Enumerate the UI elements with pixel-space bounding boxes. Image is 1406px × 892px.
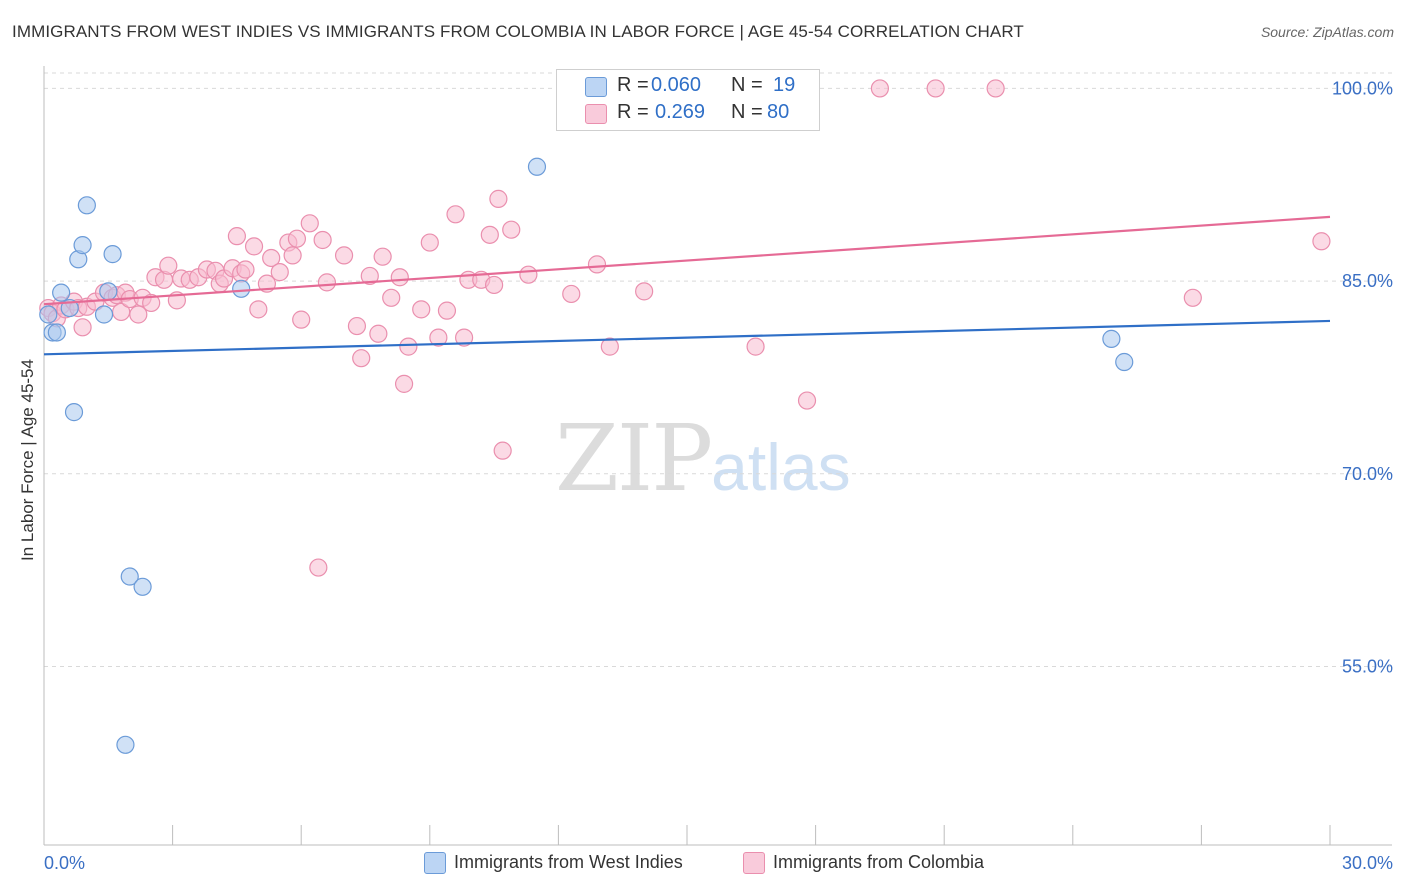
- point-west-indies: [73, 236, 92, 255]
- legend-r-value-colombia: 0.269: [655, 101, 706, 123]
- x-tick-label-min: 0.0%: [44, 853, 85, 873]
- point-west-indies: [103, 245, 122, 264]
- point-colombia: [352, 349, 371, 368]
- point-west-indies: [1115, 352, 1134, 372]
- y-tick-label: 100.0%: [1332, 78, 1393, 98]
- legend-r-value-west-indies: 0.060: [651, 74, 702, 96]
- trend-line-colombia: [43, 215, 1331, 306]
- y-tick-label: 85.0%: [1342, 271, 1393, 291]
- point-colombia: [369, 324, 388, 343]
- point-west-indies: [64, 403, 84, 422]
- point-colombia: [73, 318, 92, 337]
- point-colombia: [394, 374, 414, 393]
- point-colombia: [249, 300, 268, 319]
- bottom-legend-colombia: Immigrants from Colombia: [743, 852, 985, 875]
- x-tick-label-max: 30.0%: [1342, 853, 1393, 873]
- point-colombia: [292, 310, 311, 329]
- point-colombia: [587, 255, 607, 274]
- bottom-legend-west-indies: Immigrants from West Indies: [424, 852, 683, 875]
- correlation-legend: R = 0.060 N = 19 R = 0.269 N = 80: [556, 69, 820, 131]
- y-axis-label: In Labor Force | Age 45-54: [18, 359, 37, 561]
- bottom-legend-swatch-west-indies: [424, 852, 446, 875]
- point-west-indies: [39, 305, 58, 324]
- point-west-indies: [47, 323, 66, 342]
- point-colombia: [399, 337, 418, 356]
- legend-r-label: R =: [617, 101, 649, 123]
- point-colombia: [635, 282, 654, 301]
- point-colombia: [1183, 288, 1202, 307]
- point-colombia: [480, 225, 499, 244]
- point-colombia: [519, 265, 538, 284]
- bottom-legend-swatch-colombia: [743, 852, 765, 875]
- watermark-atlas: atlas: [711, 430, 851, 504]
- point-colombia: [317, 273, 337, 292]
- legend-swatch-west-indies: [585, 77, 607, 97]
- point-colombia: [159, 256, 178, 275]
- chart-title: IMMIGRANTS FROM WEST INDIES VS IMMIGRANT…: [12, 22, 1024, 41]
- point-colombia: [347, 316, 367, 336]
- point-colombia: [287, 229, 307, 248]
- legend-r-label: R =: [617, 74, 649, 96]
- legend-n-value-west-indies: 19: [773, 74, 796, 96]
- point-colombia: [300, 214, 319, 233]
- point-west-indies: [527, 157, 547, 176]
- point-colombia: [600, 337, 619, 356]
- point-colombia: [227, 227, 246, 246]
- point-colombia: [142, 293, 161, 313]
- point-colombia: [485, 275, 504, 295]
- point-colombia: [429, 328, 448, 347]
- point-colombia: [562, 284, 581, 304]
- point-west-indies: [120, 567, 139, 586]
- point-west-indies: [77, 196, 96, 215]
- point-colombia: [236, 260, 255, 279]
- legend-swatch-colombia: [585, 104, 607, 124]
- point-colombia: [489, 189, 508, 208]
- point-colombia: [454, 328, 474, 347]
- point-colombia: [797, 391, 817, 410]
- point-west-indies: [1102, 329, 1121, 348]
- y-tick-label: 70.0%: [1342, 464, 1393, 484]
- point-colombia: [390, 268, 409, 287]
- bottom-legend-label-colombia: Immigrants from Colombia: [773, 852, 985, 872]
- point-colombia: [244, 237, 264, 256]
- legend-n-label: N =: [731, 74, 763, 96]
- legend-n-value-colombia: 80: [767, 101, 790, 123]
- point-colombia: [283, 246, 302, 265]
- point-colombia: [309, 558, 328, 577]
- point-colombia: [270, 263, 289, 282]
- point-colombia: [373, 247, 392, 266]
- point-colombia: [870, 79, 890, 98]
- point-colombia: [360, 266, 379, 286]
- point-west-indies: [94, 305, 114, 324]
- point-colombia: [437, 301, 457, 320]
- source-label: Source: ZipAtlas.com: [1260, 24, 1394, 40]
- point-colombia: [262, 248, 281, 268]
- point-colombia: [420, 233, 439, 252]
- point-west-indies: [133, 577, 152, 596]
- point-west-indies: [52, 283, 71, 302]
- bottom-legend-label-west-indies: Immigrants from West Indies: [454, 852, 683, 872]
- point-colombia: [446, 205, 465, 224]
- y-tick-label: 55.0%: [1342, 656, 1393, 676]
- point-colombia: [926, 79, 945, 98]
- point-colombia: [746, 337, 765, 356]
- point-west-indies: [99, 282, 118, 301]
- point-colombia: [334, 246, 354, 265]
- legend-n-label: N =: [731, 101, 763, 123]
- point-colombia: [986, 79, 1005, 98]
- point-colombia: [129, 305, 148, 324]
- watermark-zip: ZIP: [555, 405, 713, 512]
- point-colombia: [313, 230, 332, 250]
- point-colombia: [502, 220, 521, 239]
- trend-line-west-indies: [43, 319, 1331, 356]
- point-colombia: [412, 300, 431, 319]
- point-colombia: [382, 288, 401, 307]
- point-colombia: [1312, 232, 1331, 251]
- point-colombia: [493, 441, 512, 460]
- point-west-indies: [232, 279, 251, 298]
- watermark: ZIPatlas: [555, 405, 851, 512]
- point-west-indies: [116, 735, 135, 754]
